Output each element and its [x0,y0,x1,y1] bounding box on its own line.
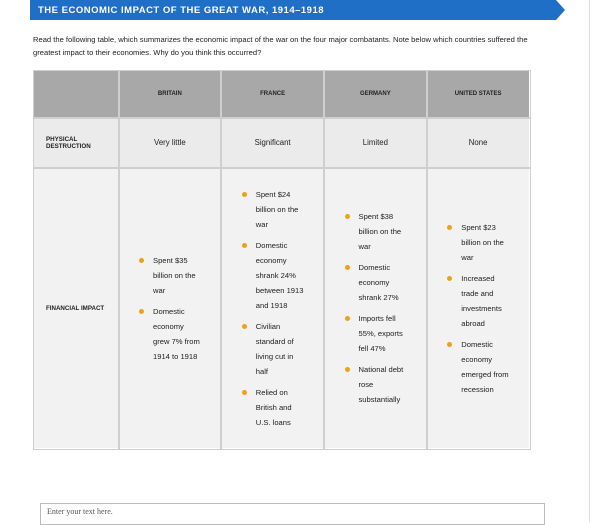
bullet-item: Spent $35 billion on the war [139,253,201,298]
table-row: FINANCIAL IMPACT Spent $35 billion on the… [32,166,531,450]
table-cell: Spent $23 billion on the war Increased tr… [425,166,531,450]
bullet-item: National debt rose substantially [344,362,407,407]
bullet-item: Spent $24 billion on the war [241,187,304,232]
bullet-item: Spent $23 billion on the war [447,220,509,265]
table-cell: Limited [323,116,428,169]
bullet-list: Spent $24 billion on the war Domestic eco… [222,187,324,430]
bullet-item: Spent $38 billion on the war [344,209,407,254]
bullet-item: Increased trade and investments abroad [447,271,509,331]
table-cell: Spent $24 billion on the war Domestic eco… [220,166,325,450]
bullet-item: Imports fell 55%, exports fell 47% [344,311,407,356]
bullet-item: Civilian standard of living cut in half [241,319,304,379]
bullet-item: Domestic economy shrank 27% [344,260,407,305]
bullet-list: Spent $23 billion on the war Increased tr… [427,220,529,397]
row-label: FINANCIAL IMPACT [32,166,120,450]
bullet-item: Domestic economy shrank 24% between 1913… [241,238,304,313]
impact-table: BRITAIN FRANCE GERMANY UNITED STATES PHYSICA… [32,69,531,450]
bullet-list: Spent $35 billion on the war Domestic eco… [119,253,221,364]
row-label: PHYSICAL DESTRUCTION [32,116,120,169]
bullet-item: Domestic economy grew 7% from 1914 to 19… [139,304,201,364]
table-row: PHYSICAL DESTRUCTION Very little Significa… [32,116,531,169]
bullet-item: Domestic economy emerged from recession [447,337,509,397]
title-banner: THE ECONOMIC IMPACT OF THE GREAT WAR, 19… [30,0,550,20]
table-cell: Significant [220,116,325,169]
table-cell: Very little [117,116,223,169]
column-header: BRITAIN [117,69,223,119]
column-header: FRANCE [220,69,325,119]
bullet-list: Spent $38 billion on the war Domestic eco… [325,209,427,407]
table-cell: Spent $38 billion on the war Domestic eco… [323,166,428,450]
table-cell: None [425,116,531,169]
bullet-item: Relied on British and U.S. loans [241,385,304,430]
corner-cell [32,69,120,119]
table-cell: Spent $35 billion on the war Domestic eco… [117,166,223,450]
instructions: Read the following table, which summariz… [33,35,528,57]
column-header: UNITED STATES [425,69,531,119]
column-header: GERMANY [323,69,428,119]
divider [589,0,590,522]
header-row: BRITAIN FRANCE GERMANY UNITED STATES [32,69,531,119]
banner-arrow [548,0,565,20]
